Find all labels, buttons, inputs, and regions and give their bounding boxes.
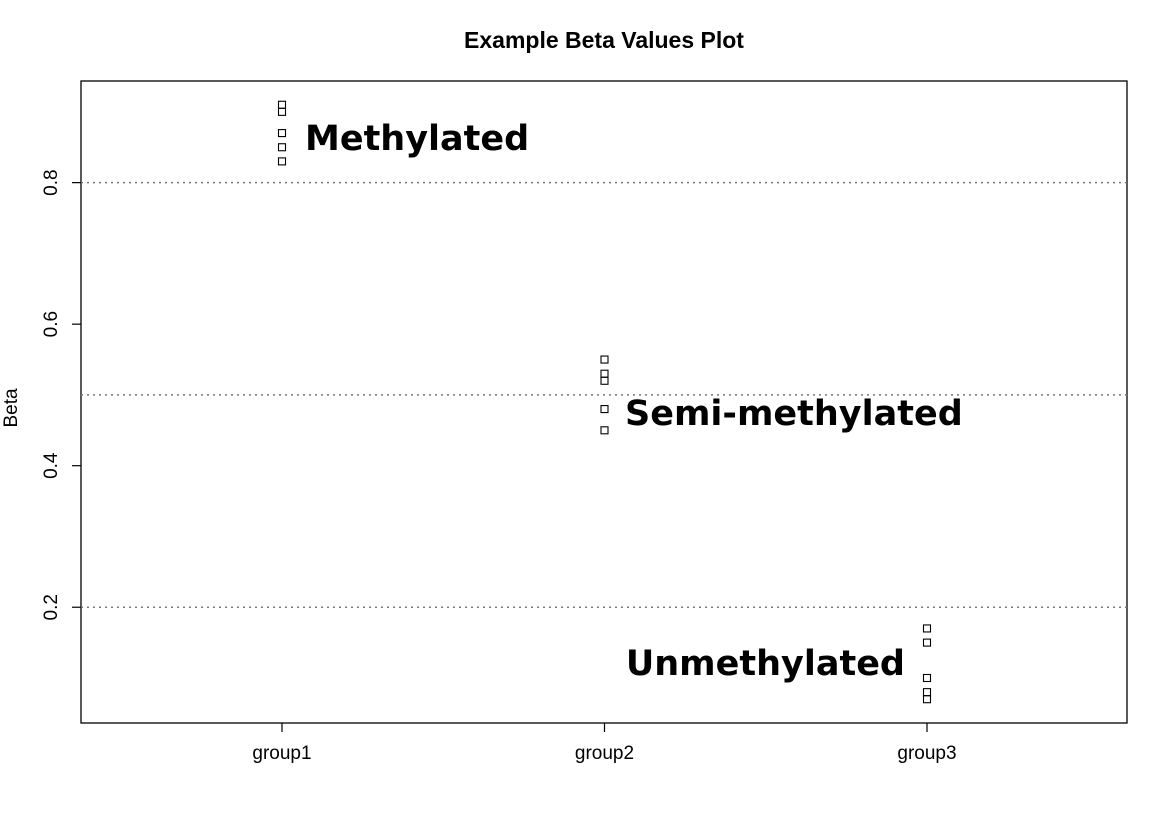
point xyxy=(922,688,932,697)
point xyxy=(600,405,609,414)
point xyxy=(600,376,609,385)
plot-frame xyxy=(80,80,1128,724)
point xyxy=(277,100,287,109)
point xyxy=(277,157,287,166)
x-tick-label: group1 xyxy=(252,743,311,764)
point xyxy=(277,129,287,138)
point xyxy=(922,673,932,683)
point xyxy=(600,426,609,435)
annotation: Unmethylated xyxy=(626,644,905,684)
x-tick-label: group3 xyxy=(897,743,956,764)
point xyxy=(277,107,287,116)
y-tick-label: 0.6 xyxy=(41,311,62,337)
point xyxy=(600,355,609,364)
point xyxy=(277,143,287,152)
y-tick-label: 0.4 xyxy=(41,452,62,479)
y-tick-label: 0.8 xyxy=(41,169,62,195)
point xyxy=(922,695,932,704)
point xyxy=(922,624,932,633)
annotation: Methylated xyxy=(305,119,529,159)
y-tick-label: 0.2 xyxy=(41,594,62,620)
chart-title: Example Beta Values Plot xyxy=(464,27,744,53)
point xyxy=(600,369,609,378)
point xyxy=(922,638,932,647)
x-tick-label: group2 xyxy=(575,743,634,764)
annotation: Semi-methylated xyxy=(625,394,963,434)
y-axis-label: Beta xyxy=(1,388,22,428)
